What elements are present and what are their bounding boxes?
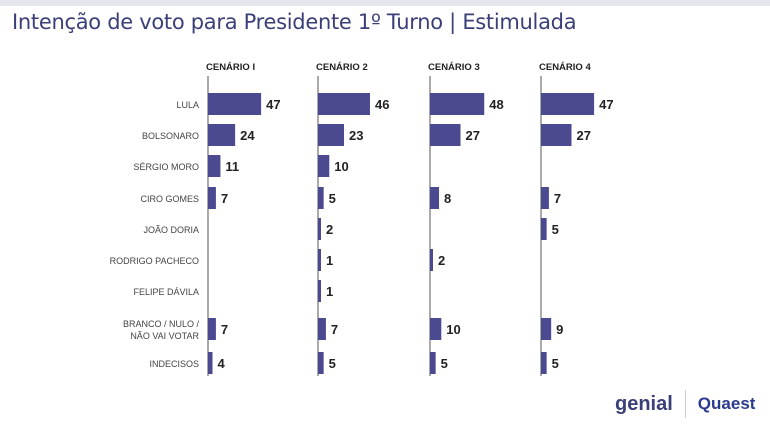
bar	[430, 187, 440, 209]
data-label: 7	[331, 322, 338, 337]
data-label: 5	[329, 356, 336, 371]
bar	[318, 124, 344, 146]
data-label: 4	[218, 356, 226, 371]
data-label: 1	[326, 253, 333, 268]
bar	[318, 93, 370, 115]
data-label: 24	[240, 128, 255, 143]
data-label: 47	[266, 97, 280, 112]
data-label: 48	[489, 97, 503, 112]
data-label: 5	[329, 191, 336, 206]
bar	[541, 218, 547, 240]
category-label: SÉRGIO MORO	[133, 162, 199, 172]
bar	[318, 187, 324, 209]
category-label: BRANCO / NULO /	[123, 319, 200, 329]
bar	[208, 124, 236, 146]
category-label: INDECISOS	[149, 359, 199, 369]
bar	[318, 249, 321, 271]
series-header: CENÁRIO 3	[428, 62, 480, 73]
category-label: NÃO VAI VOTAR	[130, 331, 199, 341]
bar	[430, 124, 461, 146]
bar	[430, 352, 436, 374]
logos: genial Quaest	[615, 390, 755, 418]
bar	[318, 155, 330, 177]
series-header: CENÁRIO I	[206, 62, 255, 73]
category-label: CIRO GOMES	[140, 194, 199, 204]
data-label: 27	[577, 128, 591, 143]
data-label: 47	[599, 97, 613, 112]
bar	[541, 187, 549, 209]
top-strip	[0, 0, 770, 6]
data-label: 46	[375, 97, 389, 112]
category-label: JOÃO DORIA	[143, 225, 199, 235]
chart-title: Intenção de voto para Presidente 1º Turn…	[12, 10, 577, 34]
bar	[318, 318, 326, 340]
bar	[208, 155, 221, 177]
series-header: CENÁRIO 4	[539, 62, 591, 73]
data-label: 1	[326, 284, 333, 299]
category-label: BOLSONARO	[142, 131, 199, 141]
data-label: 7	[221, 322, 228, 337]
bar	[208, 352, 213, 374]
bar	[208, 187, 216, 209]
data-label: 5	[441, 356, 448, 371]
data-label: 10	[334, 159, 348, 174]
bar	[541, 124, 572, 146]
data-label: 2	[326, 222, 333, 237]
bar	[318, 352, 324, 374]
data-label: 7	[554, 191, 561, 206]
series-header: CENÁRIO 2	[316, 62, 368, 73]
bar	[541, 93, 595, 115]
data-label: 8	[444, 191, 451, 206]
data-label: 27	[466, 128, 480, 143]
data-label: 11	[225, 159, 239, 174]
data-label: 23	[349, 128, 363, 143]
bar	[541, 318, 552, 340]
bar	[208, 318, 216, 340]
bar	[430, 93, 485, 115]
logo-divider	[684, 390, 686, 418]
bar	[430, 249, 433, 271]
quaest-logo: Quaest	[697, 394, 756, 413]
bar	[430, 318, 442, 340]
data-label: 5	[552, 222, 559, 237]
genial-logo: genial	[615, 392, 673, 415]
bar	[541, 352, 547, 374]
data-label: 7	[221, 191, 228, 206]
data-label: 5	[552, 356, 559, 371]
category-label: LULA	[176, 100, 199, 110]
category-label: RODRIGO PACHECO	[110, 256, 199, 266]
category-label: FELIPE DÁVILA	[133, 287, 199, 297]
data-label: 9	[556, 322, 563, 337]
bar	[208, 93, 262, 115]
data-label: 2	[438, 253, 445, 268]
bar	[318, 218, 321, 240]
data-label: 10	[446, 322, 460, 337]
bar	[318, 280, 321, 302]
